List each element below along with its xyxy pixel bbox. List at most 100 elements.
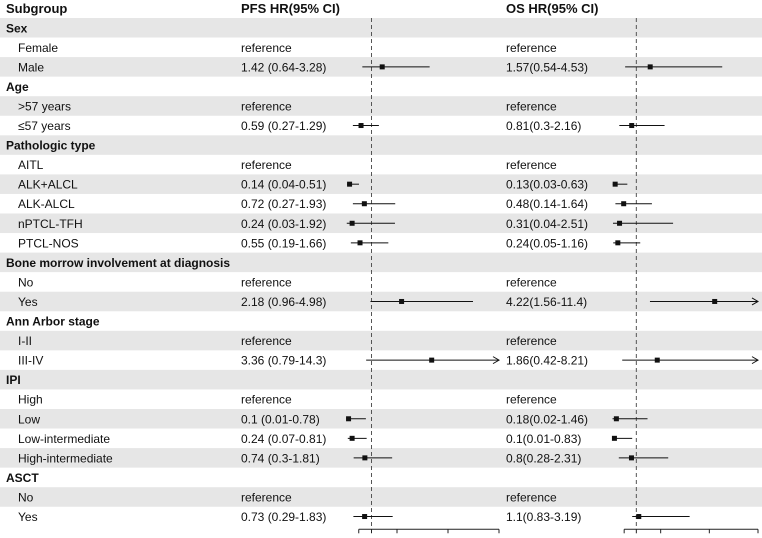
- point-estimate: [346, 416, 352, 422]
- tick-label: 2: [657, 535, 664, 538]
- row-labels: Sex Female Male Age >57 years ≤57 years Pathol…: [6, 21, 230, 524]
- point-estimate: [362, 514, 368, 520]
- hr-ci-text: 1.86(0.42-8.21): [506, 354, 588, 368]
- hr-ci-text: 1.57(0.54-4.53): [506, 60, 588, 74]
- point-estimate: [628, 455, 634, 461]
- hr-ci-text: 0.24 (0.07-0.81): [241, 432, 326, 446]
- row-band: [0, 135, 762, 155]
- group-header: Pathologic type: [6, 139, 96, 153]
- subgroup-label: High-intermediate: [18, 451, 113, 465]
- hr-ci-text: 1.1(0.83-3.19): [506, 510, 581, 524]
- hr-ci-text: reference: [506, 334, 557, 348]
- row-band: [0, 409, 762, 429]
- point-estimate: [621, 201, 627, 207]
- hr-ci-text: reference: [506, 490, 557, 504]
- hr-ci-text: 0.24(0.05-1.16): [506, 236, 588, 250]
- hr-ci-text: reference: [241, 490, 292, 504]
- tick-label: 1: [368, 535, 375, 538]
- point-estimate: [615, 240, 621, 246]
- os-header: OS HR(95% CI): [506, 1, 598, 16]
- row-band: [0, 487, 762, 507]
- point-estimate: [349, 435, 355, 441]
- tick-label: 6: [755, 535, 762, 538]
- point-estimate: [647, 64, 653, 70]
- hr-ci-text: 0.55 (0.19-1.66): [241, 236, 326, 250]
- hr-ci-text: 0.48(0.14-1.64): [506, 197, 588, 211]
- hr-ci-text: 1.42 (0.64-3.28): [241, 60, 326, 74]
- row-band: [0, 174, 762, 194]
- row-band: [0, 330, 762, 351]
- subgroup-header: Subgroup: [6, 1, 67, 16]
- row-band: [0, 96, 762, 116]
- group-header: Age: [6, 80, 29, 94]
- subgroup-label: Female: [18, 41, 58, 55]
- hr-ci-text: 4.22(1.56-11.4): [506, 295, 587, 309]
- hr-ci-text: reference: [506, 158, 557, 172]
- hr-ci-text: 0.13(0.03-0.63): [506, 178, 588, 192]
- hr-ci-text: 0.18(0.02-1.46): [506, 412, 588, 426]
- hr-ci-text: reference: [506, 393, 557, 407]
- hr-ci-text: reference: [506, 41, 557, 55]
- hr-ci-text: 0.1 (0.01-0.78): [241, 412, 320, 426]
- subgroup-label: No: [18, 490, 34, 504]
- subgroup-label: Male: [18, 60, 44, 74]
- point-estimate: [613, 416, 619, 422]
- ci-arrow: [751, 297, 759, 306]
- subgroup-label: ALK-ALCL: [18, 197, 75, 211]
- ci-arrow: [492, 356, 500, 365]
- tick-label: 4: [445, 535, 452, 538]
- tick-label: 0.5: [350, 535, 367, 538]
- row-band: [0, 369, 762, 390]
- group-header: IPI: [6, 373, 21, 387]
- subgroup-label: Yes: [18, 510, 38, 524]
- subgroup-label: Low: [18, 412, 40, 426]
- point-estimate: [358, 123, 364, 129]
- subgroup-label: Low-intermediate: [18, 432, 110, 446]
- subgroup-label: I-II: [18, 334, 32, 348]
- point-estimate: [361, 201, 367, 207]
- point-estimate: [611, 435, 617, 441]
- hr-ci-text: 0.74 (0.3-1.81): [241, 451, 320, 465]
- point-estimate: [349, 220, 355, 226]
- tick-label: 2: [394, 535, 401, 538]
- subgroup-label: III-IV: [18, 354, 43, 368]
- row-shading: [0, 18, 762, 507]
- point-estimate: [617, 220, 623, 226]
- pfs-header: PFS HR(95% CI): [241, 1, 340, 16]
- point-estimate: [629, 123, 635, 129]
- group-header: Ann Arbor stage: [6, 315, 100, 329]
- tick-label: 0.5: [616, 535, 633, 538]
- hr-ci-text: reference: [506, 99, 557, 113]
- header-row: Subgroup PFS HR(95% CI) OS HR(95% CI): [6, 1, 598, 16]
- hr-ci-text: 0.8(0.28-2.31): [506, 451, 581, 465]
- subgroup-label: ≤57 years: [18, 119, 71, 133]
- hr-ci-text: 0.81(0.3-2.16): [506, 119, 581, 133]
- subgroup-label: nPTCL-TFH: [18, 217, 83, 231]
- hr-ci-text: reference: [241, 99, 292, 113]
- hr-ci-text: reference: [241, 393, 292, 407]
- point-estimate: [612, 181, 618, 187]
- subgroup-label: No: [18, 275, 34, 289]
- point-estimate: [347, 181, 353, 187]
- hr-ci-text: reference: [241, 334, 292, 348]
- hr-ci-text: 0.59 (0.27-1.29): [241, 119, 326, 133]
- pfs-panel: reference 1.42 (0.64-3.28) reference 0.59 (…: [241, 18, 503, 538]
- tick-label: 4: [706, 535, 713, 538]
- hr-ci-text: reference: [241, 275, 292, 289]
- tick-label: 1: [633, 535, 640, 538]
- hr-ci-text: reference: [241, 41, 292, 55]
- point-estimate: [362, 455, 368, 461]
- hr-ci-text: 0.24 (0.03-1.92): [241, 217, 326, 231]
- subgroup-label: >57 years: [18, 99, 71, 113]
- point-estimate: [429, 357, 435, 363]
- point-estimate: [399, 298, 405, 304]
- point-estimate: [379, 64, 385, 70]
- subgroup-label: PTCL-NOS: [18, 236, 79, 250]
- hr-ci-text: 0.72 (0.27-1.93): [241, 197, 326, 211]
- point-estimate: [712, 298, 718, 304]
- point-estimate: [357, 240, 363, 246]
- subgroup-label: ALK+ALCL: [18, 178, 78, 192]
- ci-arrow: [751, 356, 759, 365]
- os-panel: reference 1.57(0.54-4.53) reference 0.81(0.…: [506, 18, 762, 538]
